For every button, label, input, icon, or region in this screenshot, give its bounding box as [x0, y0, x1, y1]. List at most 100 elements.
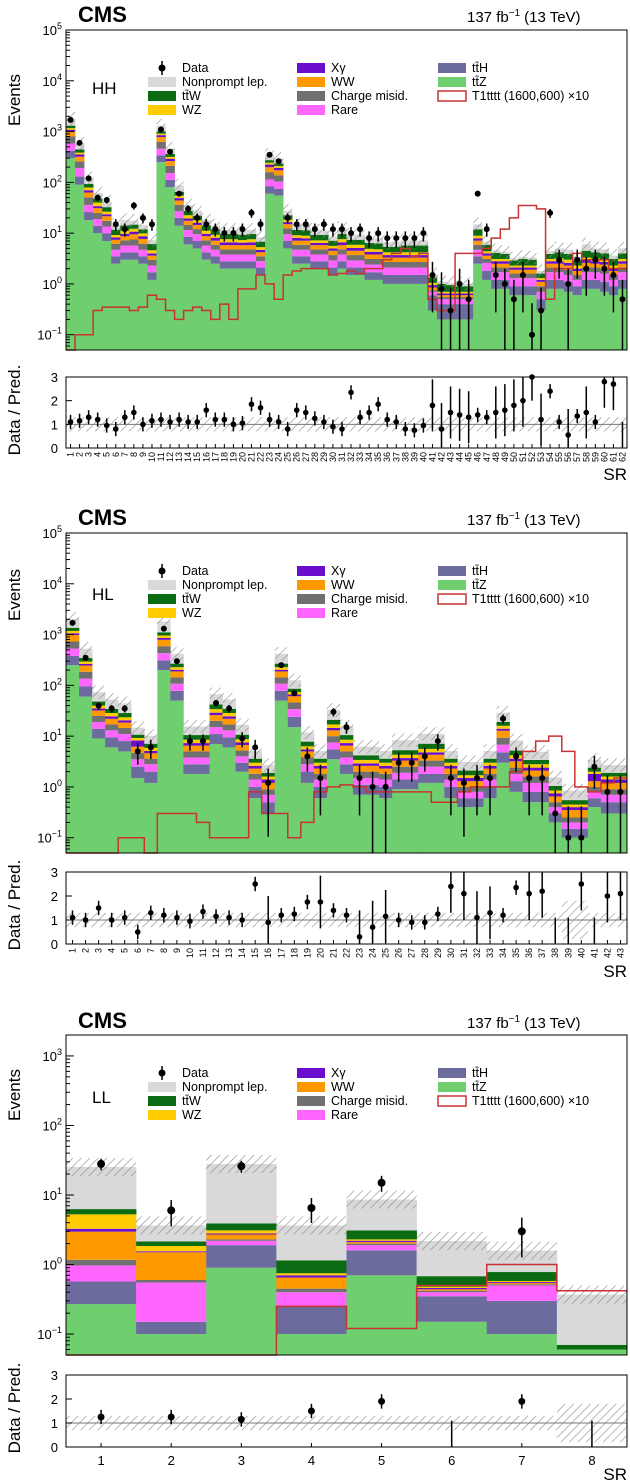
x-tick-label: 45: [464, 452, 474, 462]
data-marker: [447, 774, 454, 781]
ratio-point: [76, 413, 83, 428]
x-tick-label: 43: [615, 948, 625, 958]
stack-bar-wz: [382, 252, 393, 256]
stack-bar-ww: [274, 170, 284, 176]
data-marker: [284, 214, 291, 221]
x-tick-label: 18: [289, 948, 299, 958]
data-marker: [456, 280, 463, 287]
legend-label: Nonprompt lep.: [182, 578, 267, 592]
data-marker: [565, 280, 572, 287]
stack-bar-ttz: [522, 802, 536, 853]
data-marker: [447, 307, 454, 314]
stack-bar-chargemisid: [118, 727, 132, 735]
stack-bar-ttw: [355, 239, 365, 245]
data-point: [583, 256, 590, 296]
stack-bar-rare: [572, 279, 583, 287]
ratio-marker: [248, 401, 255, 408]
uncertainty-band: [147, 233, 157, 247]
legend-item-nonprompt: Nonprompt lep.: [148, 1080, 267, 1094]
stack-bar-ttz: [409, 283, 420, 350]
stack-bar-ttz: [581, 288, 592, 350]
x-tick-label: 38: [400, 452, 410, 462]
data-marker: [67, 116, 74, 123]
ratio-marker: [513, 884, 519, 891]
ratio-point: [339, 421, 345, 437]
data-area: [69, 619, 624, 853]
stack-bar-rare: [84, 204, 94, 213]
stack-bar-tth: [310, 261, 320, 269]
data-marker: [501, 280, 508, 287]
data-point: [239, 732, 246, 748]
stack-bar-wz: [105, 713, 119, 717]
uncertainty-band: [581, 237, 591, 252]
stack-bar-ttz: [496, 762, 510, 853]
uncertainty-band: [105, 692, 119, 707]
stack-bar-rare: [165, 173, 175, 180]
x-tick-label: 61: [608, 452, 618, 462]
ratio-marker: [502, 407, 508, 413]
stack-bar-x: [174, 198, 184, 201]
stack-bar-chargemisid: [339, 751, 354, 758]
x-tick-label: 29: [433, 948, 443, 958]
stack-bar-ww: [138, 238, 148, 244]
uncertainty-band: [300, 725, 314, 740]
stack-bar-x: [105, 716, 119, 719]
legend-item-ttz: tt̄Z: [438, 75, 487, 89]
stack-bar-wz: [75, 152, 85, 155]
ratio-marker: [369, 924, 376, 930]
ratio-marker: [604, 893, 611, 899]
data-marker: [526, 774, 533, 781]
stack-bar-x: [219, 242, 230, 246]
stack-bar-rare: [144, 764, 158, 772]
stack-bar-wz: [274, 166, 284, 168]
legend-label: Xγ: [331, 61, 346, 75]
x-tick-label: 59: [590, 452, 600, 462]
stack-bar-rare: [287, 709, 302, 717]
ratio-marker: [317, 899, 324, 905]
stack-bar-rare: [382, 267, 393, 275]
stack-bar-ttw: [301, 230, 311, 236]
uncertainty-band: [457, 755, 471, 769]
stack-bar-ww: [292, 240, 302, 245]
stack-bar-x: [222, 716, 236, 719]
legend-swatch: [297, 594, 325, 604]
stack-bar-wz: [346, 1239, 417, 1241]
legend-swatch: [148, 1096, 176, 1106]
x-tick-label: 5: [378, 1453, 385, 1468]
ratio-marker: [435, 911, 441, 917]
stack-bar-ttz: [470, 807, 484, 853]
uncertainty-band: [256, 230, 266, 244]
region-label: HH: [92, 79, 117, 98]
stack-bar-rare: [156, 148, 166, 156]
ratio-axis-title: Data / Pred.: [5, 860, 24, 951]
stack-bar-ttz: [265, 193, 275, 350]
uncertainty-band: [491, 243, 501, 257]
x-tick-label: 62: [617, 452, 627, 462]
legend-swatch: [438, 566, 466, 576]
ratio-marker: [312, 415, 318, 422]
stack-bar-ww: [246, 245, 257, 250]
x-tick-label: 41: [427, 452, 437, 462]
ratio-point: [237, 1412, 245, 1427]
stack-bar-rare: [93, 218, 103, 226]
legend-swatch: [297, 105, 325, 115]
data-marker: [85, 175, 92, 182]
stack-bar-tth: [473, 256, 483, 264]
stack-bar-chargemisid: [93, 212, 103, 219]
data-point: [82, 654, 89, 661]
data-point: [421, 747, 428, 772]
uncertainty-band: [246, 223, 257, 237]
data-point: [565, 268, 572, 350]
data-marker: [173, 658, 180, 665]
ratio-marker: [492, 409, 499, 416]
x-tick-label: 37: [537, 948, 547, 958]
data-point: [483, 223, 490, 237]
stack-bar-ttz: [219, 268, 230, 350]
stack-bar-ww: [248, 768, 262, 774]
uncertainty-band: [470, 755, 484, 769]
stack-bar-rare: [256, 261, 266, 268]
stack-bar-wz: [157, 635, 171, 638]
stack-bar-ttz: [313, 798, 328, 853]
stack-bar-ttz: [105, 747, 119, 853]
stack-bar-chargemisid: [292, 244, 302, 250]
